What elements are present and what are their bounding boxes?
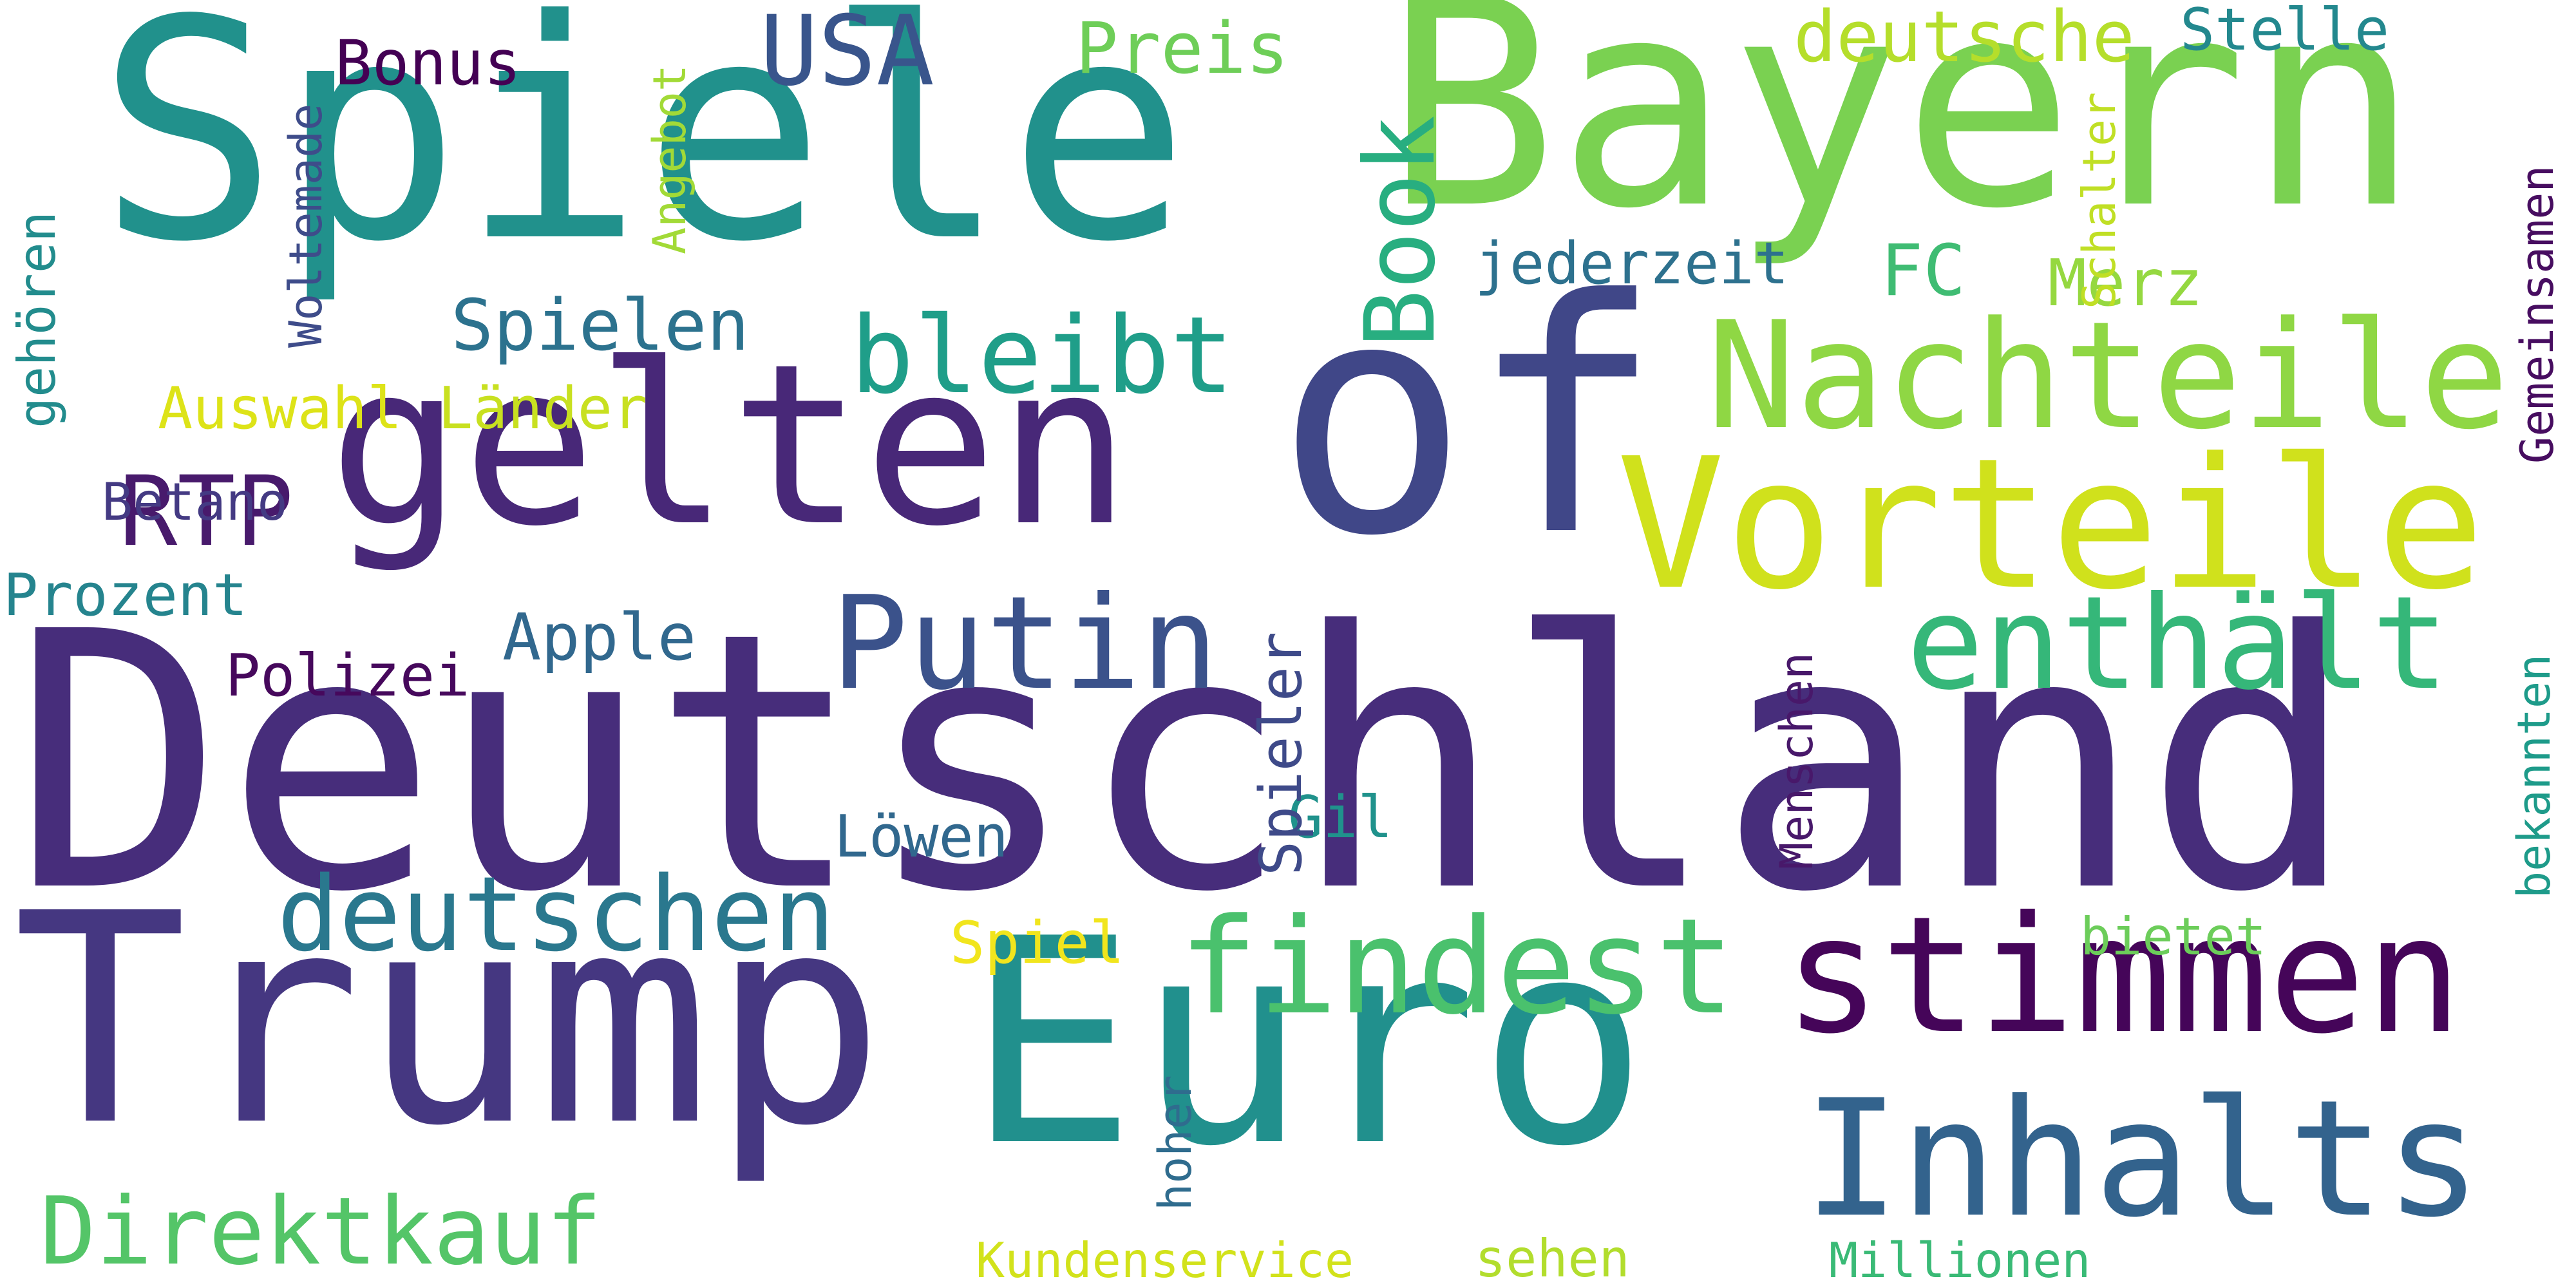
word-deutschen: deutschen [277, 854, 835, 974]
word-gil: Gil [1288, 784, 1393, 851]
word-spieler: Spieler [1247, 631, 1315, 876]
word-angebot: Angebot [643, 64, 696, 254]
word-preis: Preis [1075, 7, 1289, 90]
word-hoher: hoher [1149, 1075, 1202, 1211]
word-findest: findest [1179, 891, 1735, 1044]
word-rtp: RTP [119, 456, 294, 568]
word-vorteile: Vorteile [1616, 420, 2485, 630]
word-fc: FC [1880, 229, 1966, 312]
word-inhalts: Inhalts [1803, 1065, 2482, 1253]
word-loewen: Löwen [834, 803, 1009, 871]
word-usa: USA [760, 0, 934, 108]
word-deutschland: Deutschland [12, 556, 2358, 969]
word-stelle: Stelle [2180, 0, 2390, 64]
word-prozent: Prozent [3, 562, 248, 629]
word-menschen: Menschen [1770, 652, 1823, 869]
word-bonus: Bonus [335, 27, 521, 99]
word-woltemade: Woltemade [279, 103, 332, 348]
word-merz: Merz [2048, 245, 2203, 321]
word-bekannten: bekannten [2508, 654, 2561, 898]
word-spielen: Spielen [451, 284, 750, 366]
word-gehoeren: gehören [7, 211, 67, 428]
word-jederzeit: jederzeit [1475, 230, 1789, 298]
word-enthaelt: enthält [1906, 569, 2449, 719]
word-of: of [1275, 231, 1663, 606]
word-trump: Trump [13, 852, 886, 1189]
word-auswahl: Auswahl [158, 375, 402, 442]
word-bleibt: bleibt [850, 294, 1235, 417]
word-gemeinsamen: Gemeinsamen [2511, 165, 2564, 464]
word-bayern: Bayern [1385, 0, 2420, 271]
word-spiel: Spiel [950, 909, 1124, 977]
word-sehen: sehen [1475, 1229, 1630, 1288]
word-deutsche: deutsche [1794, 0, 2135, 78]
word-betano: Betano [102, 472, 288, 532]
word-bietet: bietet [2080, 907, 2266, 967]
word-stimmen: stimmen [1784, 882, 2463, 1069]
word-book: Book [1345, 115, 1457, 348]
word-apple: Apple [502, 600, 697, 675]
word-millionen: Millionen [1829, 1232, 2091, 1288]
word-putin: Putin [831, 569, 1219, 719]
word-direktkauf: Direktkauf [40, 1177, 602, 1286]
word-laender: Länder [438, 375, 648, 442]
word-spiele: Spiele [97, 0, 1190, 308]
word-euro: Euro [966, 878, 1649, 1208]
word-kundenservice: Kundenservice [976, 1232, 1354, 1288]
word-polizei: Polizei [225, 642, 470, 710]
word-schalter: Schalter [2073, 91, 2126, 309]
word-gelten: gelten [328, 317, 1132, 575]
word-nachteile: Nachteile [1707, 290, 2510, 462]
